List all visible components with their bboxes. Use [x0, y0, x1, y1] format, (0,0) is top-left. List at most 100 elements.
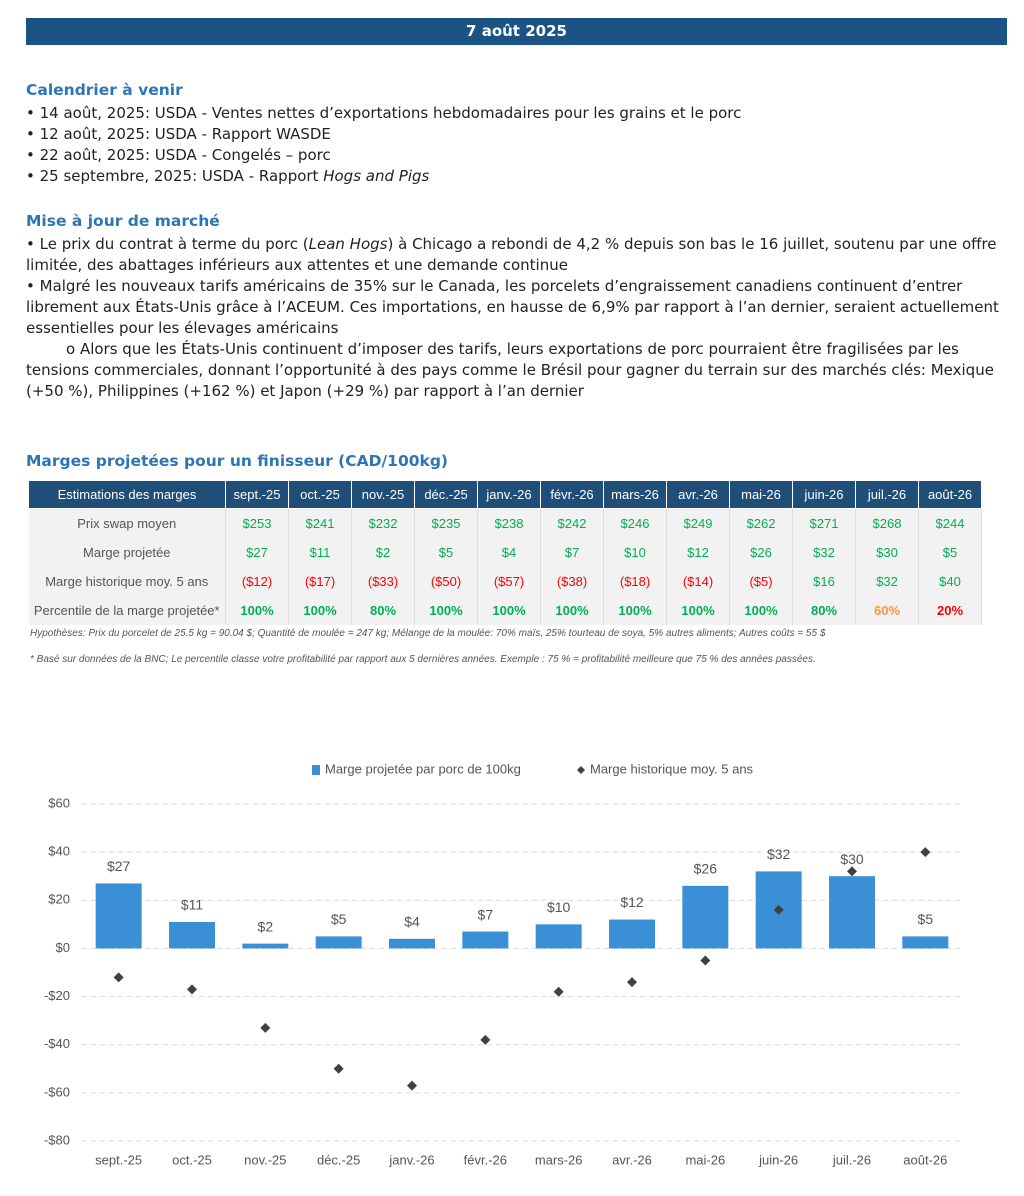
- cell: $5: [414, 538, 478, 567]
- column-header: mai-26: [729, 480, 793, 509]
- bar: [462, 931, 509, 949]
- paragraph: Malgré les nouveaux tarifs américains de…: [26, 276, 1006, 339]
- legend-label: Marge historique moy. 5 ans: [590, 761, 754, 776]
- market-update: Mise à jour de marché Le prix du contrat…: [26, 211, 1006, 402]
- cell: ($17): [288, 567, 352, 596]
- row-label: Marge historique moy. 5 ans: [28, 567, 226, 596]
- cell: $262: [729, 508, 793, 538]
- y-tick-label: $20: [48, 892, 70, 907]
- column-header: déc.-25: [414, 480, 478, 509]
- point: [260, 1022, 271, 1033]
- market-text: Le prix du contrat à terme du porc (Lean…: [26, 234, 1006, 402]
- y-tick-label: -$60: [44, 1084, 70, 1099]
- market-title: Mise à jour de marché: [26, 212, 220, 230]
- text-run: Malgré les nouveaux tarifs américains de…: [26, 277, 999, 337]
- x-tick-label: août-26: [903, 1152, 947, 1167]
- x-tick-label: oct.-25: [172, 1152, 212, 1167]
- bar: [609, 919, 655, 949]
- value-label: $4: [404, 914, 420, 930]
- cell: ($50): [414, 567, 478, 596]
- row-label: Percentile de la marge projetée*: [28, 596, 226, 625]
- x-tick-label: janv.-26: [388, 1152, 434, 1167]
- bar: [315, 936, 362, 949]
- value-label: $2: [258, 918, 274, 934]
- legend-swatch: [577, 766, 585, 774]
- column-header: août-26: [918, 480, 982, 509]
- x-tick-label: sept.-25: [95, 1152, 142, 1167]
- column-header: janv.-26: [477, 480, 541, 509]
- value-label: $5: [918, 911, 934, 927]
- text-run: Alors que les États-Unis continuent d’im…: [26, 340, 994, 400]
- text-run: 22 août, 2025: USDA - Congelés – porc: [39, 146, 331, 164]
- cell: $12: [666, 538, 730, 567]
- cell: $11: [288, 538, 352, 567]
- bar: [535, 924, 582, 949]
- cell: $242: [540, 508, 604, 538]
- bar: [169, 921, 215, 949]
- point: [113, 972, 124, 983]
- cell: $246: [603, 508, 667, 538]
- column-header: nov.-25: [351, 480, 415, 509]
- cell: $10: [603, 538, 667, 567]
- bar: [389, 938, 435, 949]
- cell: 100%: [225, 596, 289, 625]
- cell: $238: [477, 508, 541, 538]
- x-tick-label: mars-26: [535, 1152, 583, 1167]
- y-tick-label: $0: [56, 940, 70, 955]
- y-tick-label: -$20: [44, 988, 70, 1003]
- x-tick-label: juin-26: [758, 1152, 798, 1167]
- text-run: ) à Chicago a rebondi de 4,2 % depuis so…: [26, 235, 997, 274]
- table-row: Prix swap moyen $253 $241 $232 $235 $238 $242 $…: [28, 508, 982, 538]
- x-tick-label: juil.-26: [832, 1152, 871, 1167]
- cell: 20%: [918, 596, 982, 625]
- cell: 80%: [351, 596, 415, 625]
- bar: [682, 885, 729, 949]
- table-row: Marge projetée $27 $11 $2 $5 $4 $7 $10 $12 $26 $32…: [28, 538, 982, 567]
- point: [773, 904, 784, 915]
- cell: ($33): [351, 567, 415, 596]
- value-label: $11: [181, 897, 204, 913]
- point: [333, 1063, 344, 1074]
- text-run: 12 août, 2025: USDA - Rapport WASDE: [39, 125, 331, 143]
- cell: $271: [792, 508, 856, 538]
- cell: $2: [351, 538, 415, 567]
- value-label: $5: [331, 911, 347, 927]
- calendar-item: 22 août, 2025: USDA - Congelés – porc: [26, 145, 1006, 166]
- row-label: Marge projetée: [28, 538, 226, 567]
- cell: $7: [540, 538, 604, 567]
- cell: ($18): [603, 567, 667, 596]
- cell: 80%: [792, 596, 856, 625]
- point: [480, 1034, 491, 1045]
- value-label: $32: [767, 846, 791, 862]
- margin-table: Estimations des marges sept.-25 oct.-25 nov…: [28, 480, 982, 625]
- bar: [242, 943, 289, 949]
- column-header: sept.-25: [225, 480, 289, 509]
- bar: [95, 883, 142, 949]
- column-header: avr.-26: [666, 480, 730, 509]
- text-run: Le prix du contrat à terme du porc (: [39, 235, 309, 253]
- value-label: $12: [620, 894, 644, 910]
- point: [847, 866, 857, 877]
- cell: $268: [855, 508, 919, 538]
- paragraph: Le prix du contrat à terme du porc (Lean…: [26, 234, 1006, 276]
- y-tick-label: $40: [48, 844, 70, 859]
- cell: $244: [918, 508, 982, 538]
- cell: $32: [792, 538, 856, 567]
- cell: 100%: [666, 596, 730, 625]
- cell: 60%: [855, 596, 919, 625]
- header-row: Estimations des marges sept.-25 oct.-25 nov…: [28, 480, 982, 509]
- cell: ($38): [540, 567, 604, 596]
- calendar-title: Calendrier à venir: [26, 81, 183, 99]
- margins-title: Marges projetées pour un finisseur (CAD/…: [26, 452, 449, 470]
- cell: $27: [225, 538, 289, 567]
- cell: 100%: [540, 596, 604, 625]
- x-tick-label: nov.-25: [244, 1152, 286, 1167]
- point: [407, 1080, 417, 1091]
- margins: Marges projetées pour un finisseur (CAD/…: [26, 451, 1006, 474]
- note: Hypothèses: Prix du porcelet de 25.5 kg …: [30, 628, 826, 639]
- legend-swatch: [312, 765, 320, 775]
- x-tick-label: févr.-26: [464, 1152, 507, 1167]
- cell: $232: [351, 508, 415, 538]
- point: [920, 847, 931, 858]
- cell: $16: [792, 567, 856, 596]
